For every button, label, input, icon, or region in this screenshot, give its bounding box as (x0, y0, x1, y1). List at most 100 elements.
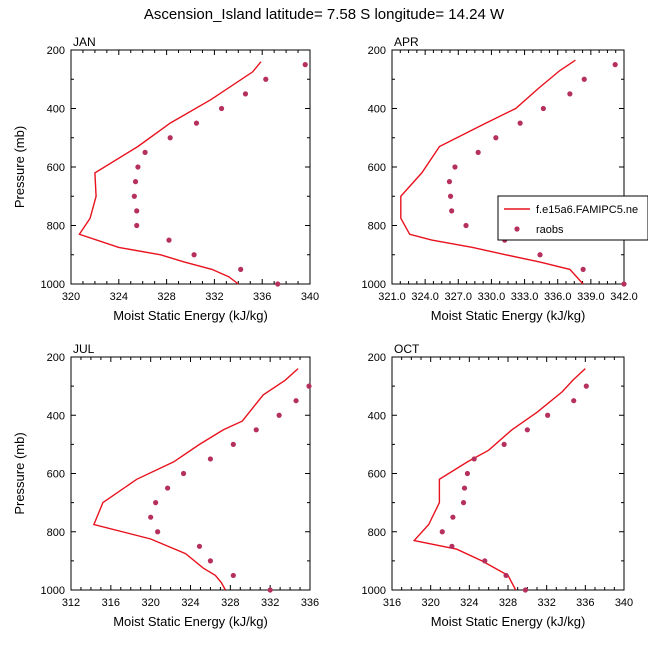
model-line-jan (78, 61, 262, 285)
raobs-point-jan (134, 208, 140, 214)
raobs-point-apr (446, 179, 453, 185)
raobs-point-jul (293, 398, 299, 404)
legend-label-raobs: raobs (536, 224, 564, 236)
x-tick-label-jan: 320 (62, 291, 80, 303)
raobs-point-oct (439, 529, 445, 535)
x-tick-label-oct: 316 (383, 597, 401, 609)
raobs-point-jan (263, 76, 269, 82)
x-tick-label-jul: 336 (301, 597, 319, 609)
plot-frame-oct (391, 356, 625, 591)
model-line-jul (92, 368, 299, 591)
raobs-point-oct (545, 412, 551, 418)
y-tick-label-jul: 600 (47, 469, 65, 481)
raobs-point-jul (267, 587, 273, 593)
x-tick-label-jul: 328 (221, 597, 239, 609)
raobs-point-jan (218, 105, 225, 112)
y-tick-label-apr: 400 (368, 104, 386, 116)
x-tick-label-jan: 340 (301, 291, 319, 303)
x-tick-label-apr: 324.0 (411, 291, 439, 303)
raobs-point-jul (153, 500, 159, 506)
legend-box (497, 195, 648, 241)
legend-marker-swatch (514, 226, 520, 232)
raobs-point-jul (196, 543, 203, 549)
y-tick-label-oct: 800 (368, 527, 386, 539)
y-tick-label-jul: 1000 (41, 585, 65, 597)
raobs-point-oct (460, 500, 467, 506)
x-tick-label-jan: 324 (110, 291, 128, 303)
raobs-point-oct (464, 470, 470, 477)
x-tick-label-jul: 332 (261, 597, 279, 609)
x-axis-label-jul: Moist Static Energy (kJ/kg) (113, 614, 268, 629)
raobs-point-jan (131, 193, 137, 199)
x-axis-label-jan: Moist Static Energy (kJ/kg) (113, 308, 268, 323)
raobs-point-jul (164, 485, 171, 491)
raobs-point-apr (447, 193, 454, 199)
raobs-point-jan (193, 120, 200, 126)
y-axis-label-jan: Pressure (mb) (12, 126, 27, 208)
y-tick-label-oct: 1000 (362, 585, 386, 597)
raobs-point-jul (230, 441, 236, 447)
y-tick-label-oct: 200 (368, 352, 386, 364)
y-tick-label-jul: 800 (47, 527, 65, 539)
x-tick-label-apr: 339.0 (577, 291, 605, 303)
raobs-point-apr (449, 208, 455, 214)
page-title: Ascension_Island latitude= 7.58 S longit… (143, 6, 505, 23)
raobs-point-jul (306, 383, 312, 389)
raobs-point-jan (242, 91, 249, 97)
raobs-point-oct (461, 485, 468, 491)
x-tick-label-oct: 340 (615, 597, 633, 609)
raobs-point-oct (503, 572, 509, 579)
y-tick-label-jan: 200 (47, 45, 65, 57)
raobs-point-jul (253, 427, 259, 433)
x-tick-label-jul: 324 (181, 597, 199, 609)
x-tick-label-jul: 320 (141, 597, 159, 609)
y-tick-label-oct: 600 (368, 469, 386, 481)
raobs-point-jul (155, 529, 161, 535)
raobs-point-oct (471, 456, 477, 462)
x-tick-label-apr: 327.0 (445, 291, 473, 303)
raobs-point-jul (207, 558, 214, 564)
x-tick-label-oct: 320 (421, 597, 439, 609)
y-tick-label-jan: 800 (47, 221, 65, 233)
x-tick-label-oct: 332 (537, 597, 555, 609)
x-tick-label-oct: 336 (576, 597, 594, 609)
raobs-point-jan (302, 62, 308, 68)
raobs-point-apr (612, 62, 618, 68)
raobs-point-oct (482, 558, 488, 564)
raobs-point-apr (567, 91, 573, 97)
raobs-point-jul (276, 412, 282, 418)
x-tick-label-jan: 328 (157, 291, 175, 303)
model-line-oct (412, 368, 586, 591)
raobs-point-jul (148, 514, 154, 520)
x-tick-label-apr: 330.0 (478, 291, 506, 303)
panel-label-oct: OCT (394, 342, 420, 356)
raobs-point-apr (475, 149, 481, 155)
x-tick-label-jul: 316 (102, 597, 120, 609)
plot-frame-apr (391, 49, 625, 285)
legend-label-model: f.e15a6.FAMIPC5.ne (536, 204, 638, 216)
raobs-point-jan (135, 164, 141, 170)
raobs-point-oct (449, 543, 455, 549)
raobs-point-apr (581, 76, 587, 82)
x-tick-label-apr: 336.0 (544, 291, 572, 303)
panel-label-jan: JAN (73, 35, 96, 49)
raobs-point-jan (166, 237, 172, 243)
raobs-point-apr (540, 105, 546, 112)
x-tick-label-apr: 333.0 (511, 291, 539, 303)
x-tick-label-apr: 321.0 (378, 291, 406, 303)
raobs-point-oct (522, 587, 529, 593)
y-axis-label-jul: Pressure (mb) (12, 432, 27, 514)
raobs-point-jan (167, 135, 173, 141)
raobs-point-apr (537, 252, 543, 258)
x-tick-label-jul: 312 (62, 597, 80, 609)
raobs-point-jul (230, 572, 236, 579)
x-tick-label-jan: 332 (205, 291, 223, 303)
y-tick-label-jul: 400 (47, 410, 65, 422)
raobs-point-oct (571, 398, 577, 404)
x-tick-label-jan: 336 (253, 291, 271, 303)
y-tick-label-apr: 600 (368, 162, 386, 174)
panel-label-apr: APR (394, 35, 419, 49)
raobs-point-jul (180, 470, 187, 477)
raobs-point-jan (238, 266, 244, 272)
